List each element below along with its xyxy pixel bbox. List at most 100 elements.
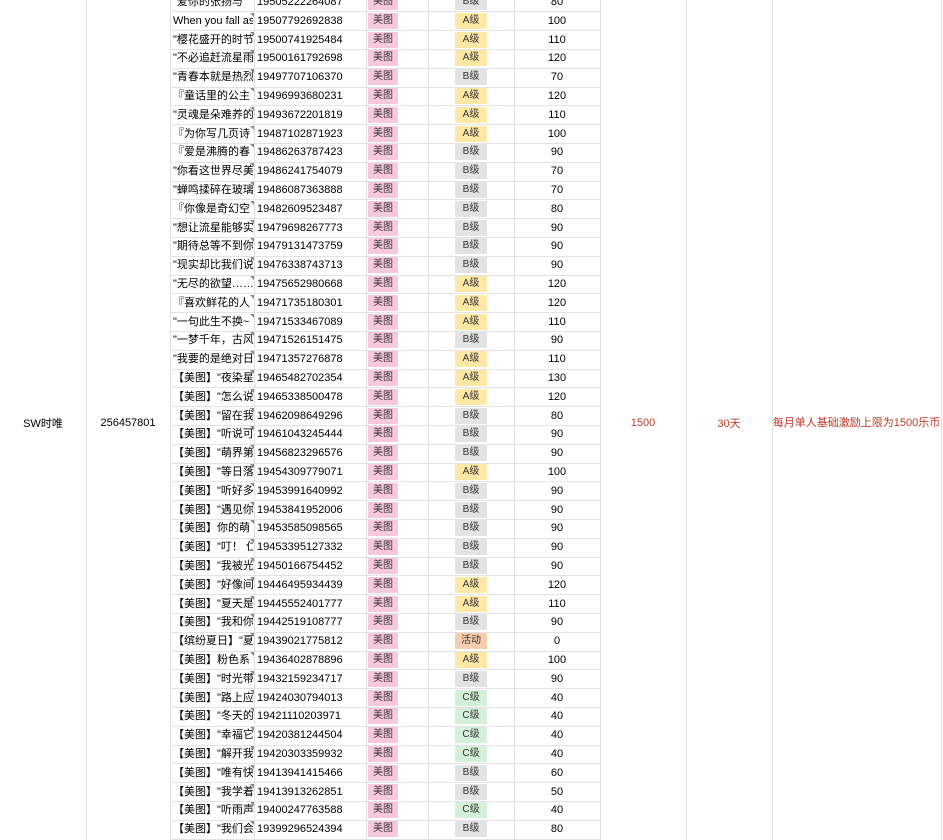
grade-badge[interactable]: 活动	[455, 633, 487, 650]
grade-badge[interactable]: C级	[455, 727, 487, 744]
row-id-cell[interactable]: 19500741925484	[257, 33, 343, 46]
score-cell[interactable]: 90	[550, 240, 564, 253]
score-cell[interactable]: 120	[547, 90, 567, 102]
grade-badge[interactable]: A级	[455, 106, 487, 123]
row-id-cell[interactable]: 19453585098565	[257, 522, 343, 535]
score-cell[interactable]: 90	[550, 616, 564, 629]
grade-badge[interactable]: A级	[455, 125, 487, 142]
grade-badge[interactable]: A级	[455, 31, 487, 48]
remark-cell[interactable]: 每月单人基础激励上限为1500乐币	[772, 417, 941, 429]
row-id-cell[interactable]: 19486241754079	[257, 165, 343, 178]
grade-badge[interactable]: C级	[455, 708, 487, 725]
score-cell[interactable]: 90	[550, 503, 564, 516]
row-title-cell[interactable]: 【美图】"好像间	[173, 578, 253, 591]
row-id-cell[interactable]: 19454309779071	[257, 466, 343, 478]
account-id-cell[interactable]: 256457801	[100, 417, 156, 429]
row-title-cell[interactable]: "我要的是绝对日	[173, 353, 253, 366]
score-cell[interactable]: 90	[550, 560, 564, 572]
category-tag[interactable]: 美图	[368, 464, 398, 480]
grade-badge[interactable]: A级	[455, 464, 487, 480]
row-title-cell[interactable]: 『你像是奇幻空	[173, 202, 250, 215]
grade-badge[interactable]: A级	[455, 595, 487, 612]
score-cell[interactable]: 90	[550, 447, 564, 460]
grade-badge[interactable]: A级	[455, 50, 487, 67]
category-tag[interactable]: 美图	[368, 501, 398, 518]
score-cell[interactable]: 40	[550, 748, 564, 760]
row-id-cell[interactable]: 19482609523487	[257, 202, 343, 215]
grade-badge[interactable]: B级	[455, 501, 487, 518]
row-id-cell[interactable]: 19476338743713	[257, 259, 343, 272]
row-id-cell[interactable]: 19486087363888	[257, 184, 343, 196]
category-tag[interactable]: 美图	[368, 764, 398, 781]
grade-badge[interactable]: A级	[455, 276, 487, 292]
score-cell[interactable]: 80	[550, 823, 564, 836]
row-title-cell[interactable]: "樱花盛开的时节	[173, 33, 253, 46]
grade-badge[interactable]: B级	[455, 445, 487, 462]
category-tag[interactable]: 美图	[368, 576, 398, 593]
score-cell[interactable]: 90	[550, 221, 564, 234]
row-id-cell[interactable]: 19413941415466	[257, 766, 343, 779]
row-id-cell[interactable]: 19445552401777	[257, 597, 343, 610]
row-title-cell[interactable]: 【美图】"听雨声	[173, 804, 253, 817]
row-title-cell[interactable]: "想让流星能够实	[173, 221, 253, 234]
category-tag[interactable]: 美图	[368, 783, 398, 800]
score-cell[interactable]: 70	[550, 184, 564, 196]
score-cell[interactable]: 90	[550, 334, 564, 347]
category-tag[interactable]: 美图	[368, 0, 398, 10]
grade-badge[interactable]: B级	[455, 764, 487, 781]
row-id-cell[interactable]: 19497707106370	[257, 71, 343, 84]
category-tag[interactable]: 美图	[368, 182, 398, 198]
row-title-cell[interactable]: 【美图】"冬天的	[173, 710, 253, 723]
score-cell[interactable]: 120	[547, 52, 567, 65]
grade-badge[interactable]: A级	[455, 313, 487, 330]
category-tag[interactable]: 美图	[368, 12, 398, 29]
row-id-cell[interactable]: 19471735180301	[257, 296, 343, 309]
grade-badge[interactable]: B级	[455, 238, 487, 255]
grade-badge[interactable]: B级	[455, 670, 487, 687]
category-tag[interactable]: 美图	[368, 388, 398, 405]
row-id-cell[interactable]: 19471533467089	[257, 315, 343, 328]
row-id-cell[interactable]: 19486263787423	[257, 146, 343, 159]
score-cell[interactable]: 90	[550, 428, 564, 441]
row-id-cell[interactable]: 19507792692838	[257, 14, 343, 27]
quota-amount-cell[interactable]: 1500	[630, 417, 656, 429]
category-tag[interactable]: 美图	[368, 332, 398, 349]
grade-badge[interactable]: B级	[455, 219, 487, 236]
row-title-cell[interactable]: 【美图】粉色系	[173, 654, 250, 666]
category-tag[interactable]: 美图	[368, 69, 398, 86]
row-title-cell[interactable]: "青春本就是热烈	[173, 71, 253, 84]
grade-badge[interactable]: A级	[455, 576, 487, 593]
row-title-cell[interactable]: 【美图】你的萌	[173, 522, 250, 535]
category-tag[interactable]: 美图	[368, 200, 398, 217]
category-tag[interactable]: 美图	[368, 125, 398, 142]
row-id-cell[interactable]: 19442519108777	[257, 616, 343, 629]
row-id-cell[interactable]: 19400247763588	[257, 804, 343, 817]
category-tag[interactable]: 美图	[368, 595, 398, 612]
row-title-cell[interactable]: 【美图】"听说可	[173, 428, 253, 441]
category-tag[interactable]: 美图	[368, 370, 398, 386]
score-cell[interactable]: 50	[550, 785, 564, 798]
row-title-cell[interactable]: 【美图】"解开我	[173, 748, 253, 760]
row-title-cell[interactable]: 【美图】"等日落	[173, 466, 253, 478]
row-title-cell[interactable]: 【美图】"叮！ 仁	[173, 541, 253, 554]
score-cell[interactable]: 110	[548, 33, 566, 46]
grade-badge[interactable]: B级	[455, 407, 487, 424]
category-tag[interactable]: 美图	[368, 520, 398, 537]
row-id-cell[interactable]: 19420381244504	[257, 729, 343, 742]
grade-badge[interactable]: C级	[455, 689, 487, 706]
score-cell[interactable]: 100	[547, 654, 567, 666]
row-id-cell[interactable]: 19493672201819	[257, 108, 343, 121]
category-tag[interactable]: 美图	[368, 106, 398, 123]
grade-badge[interactable]: A级	[455, 370, 487, 386]
row-id-cell[interactable]: 19479131473759	[257, 240, 343, 253]
row-id-cell[interactable]: 19500161792698	[257, 52, 343, 65]
score-cell[interactable]: 110	[548, 108, 566, 121]
grade-badge[interactable]: B级	[455, 257, 487, 274]
score-cell[interactable]: 70	[550, 165, 564, 178]
score-cell[interactable]: 130	[547, 372, 567, 384]
row-title-cell[interactable]: "蝉鸣揉碎在玻璃	[173, 184, 253, 196]
row-title-cell[interactable]: When you fall asleep	[173, 14, 253, 27]
category-tag[interactable]: 美图	[368, 821, 398, 838]
row-title-cell[interactable]: 【美图】"我学着	[173, 785, 253, 798]
row-id-cell[interactable]: 19439021775812	[257, 635, 343, 648]
